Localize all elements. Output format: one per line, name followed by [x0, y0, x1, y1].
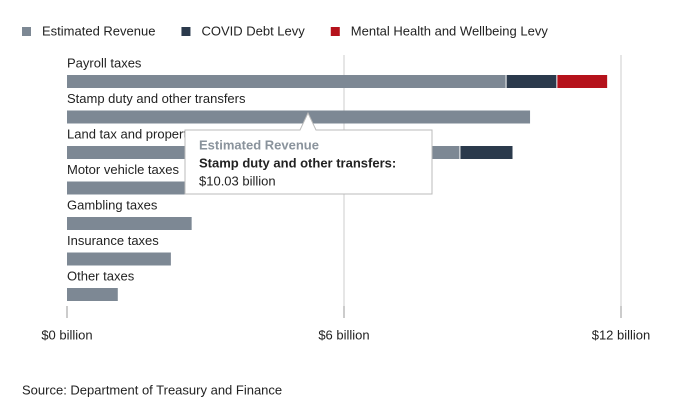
x-tick-label: $0 billion — [41, 327, 92, 342]
tooltip-series: Estimated Revenue — [199, 137, 319, 152]
category-label: Stamp duty and other transfers — [67, 91, 246, 106]
legend-label: Estimated Revenue — [42, 23, 155, 38]
plot: $0 billion $6 billion $12 billion Estimated… — [22, 23, 650, 342]
category-label: Gambling taxes — [67, 197, 158, 212]
x-tick-label: $12 billion — [592, 327, 651, 342]
bar — [67, 110, 531, 124]
bar — [67, 217, 192, 230]
legend-label: Mental Health and Wellbeing Levy — [351, 23, 549, 38]
legend-swatch — [22, 27, 31, 36]
tooltip-box — [184, 111, 433, 195]
tooltip-category: Stamp duty and other transfers: — [199, 155, 396, 170]
legend-label: COVID Debt Levy — [201, 23, 305, 38]
bar — [67, 252, 171, 266]
bar — [67, 288, 118, 301]
bar — [557, 75, 608, 88]
x-tick-label: $6 billion — [318, 327, 369, 342]
category-label: Insurance taxes — [67, 233, 159, 248]
category-label: Other taxes — [67, 268, 135, 283]
tooltip: Estimated Revenue Stamp duty and other t… — [184, 111, 433, 195]
bar — [460, 146, 513, 159]
bar — [67, 75, 506, 88]
bar — [506, 75, 557, 88]
legend-swatch — [181, 27, 191, 36]
category-label: Payroll taxes — [67, 55, 142, 70]
category-label: Land tax and property — [67, 126, 194, 141]
bar — [67, 181, 197, 195]
tooltip-value: $10.03 billion — [199, 173, 276, 188]
legend-swatch — [330, 27, 340, 36]
category-label: Motor vehicle taxes — [67, 162, 179, 177]
source: Source: Department of Treasury and Finan… — [22, 382, 282, 397]
